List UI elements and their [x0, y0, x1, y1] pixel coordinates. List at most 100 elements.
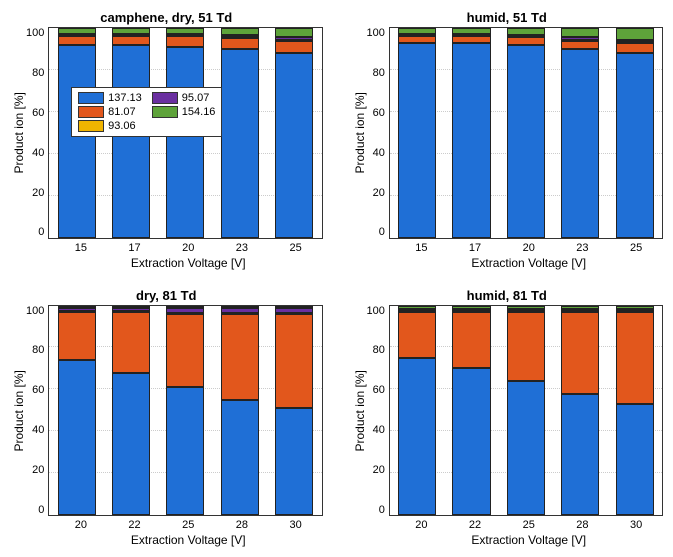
- x-tick: 17: [128, 242, 140, 254]
- bar: [616, 28, 654, 238]
- legend-item: 154.16: [152, 106, 216, 118]
- plot-area: [48, 305, 322, 517]
- y-axis-label: Product ion [%]: [351, 305, 367, 517]
- x-axis-label: Extraction Voltage [V]: [54, 533, 323, 547]
- y-tick: 80: [367, 67, 385, 79]
- bar-segment: [507, 306, 545, 309]
- y-tick: 80: [26, 67, 44, 79]
- bar-segment: [166, 306, 204, 308]
- x-tick: 20: [523, 242, 535, 254]
- bar-segment: [166, 28, 204, 34]
- bar-segment: [58, 45, 96, 238]
- bar-segment: [275, 53, 313, 237]
- x-tick: 28: [236, 519, 248, 531]
- x-ticks: 2022252830: [395, 519, 664, 531]
- bar-segment: [275, 308, 313, 313]
- y-tick: 40: [26, 147, 44, 159]
- x-ticks: 15 17 20 23 25: [395, 242, 664, 254]
- bar-segment: [166, 47, 204, 238]
- bar-segment: [112, 36, 150, 44]
- bar-segment: [112, 28, 150, 34]
- x-tick: 15: [415, 242, 427, 254]
- plot-area: [389, 305, 663, 517]
- bar-segment: [275, 28, 313, 37]
- bar-segment: [221, 308, 259, 313]
- bar-segment: [452, 306, 490, 309]
- bar-segment: [221, 400, 259, 515]
- panel-title: humid, 51 Td: [351, 10, 664, 25]
- x-tick: 25: [182, 519, 194, 531]
- bar: [616, 306, 654, 516]
- panel-title: humid, 81 Td: [351, 288, 664, 303]
- bar: [561, 306, 599, 516]
- bar-segment: [398, 306, 436, 309]
- bar-segment: [112, 306, 150, 308]
- x-tick: 30: [630, 519, 642, 531]
- bar-segment: [58, 36, 96, 44]
- legend-item: 95.07: [152, 92, 216, 104]
- plot-area: 137.13 95.07 81.07 154.16 93.06: [48, 27, 322, 239]
- y-tick: 20: [26, 187, 44, 199]
- panel-top-right: humid, 51 TdProduct ion [%]1008060402001…: [351, 10, 664, 270]
- bar-segment: [452, 28, 490, 34]
- y-tick: 80: [26, 344, 44, 356]
- bar: [507, 28, 545, 238]
- legend-label: 95.07: [182, 92, 210, 104]
- bar-segment: [616, 53, 654, 237]
- bar-segment: [112, 312, 150, 373]
- bar-segment: [616, 43, 654, 53]
- bar-segment: [58, 308, 96, 311]
- x-tick: 25: [523, 519, 535, 531]
- bar-segment: [275, 306, 313, 308]
- bar: [221, 306, 259, 516]
- bar-segment: [561, 394, 599, 516]
- bar-segment: [58, 28, 96, 34]
- bar-segment: [112, 308, 150, 311]
- y-tick: 60: [26, 107, 44, 119]
- x-tick: 25: [630, 242, 642, 254]
- bar-segment: [112, 373, 150, 515]
- legend-label: 93.06: [108, 120, 136, 132]
- bar: [58, 306, 96, 516]
- bar-segment: [166, 314, 204, 387]
- chart-grid: camphene, dry, 51 TdProduct ion [%]10080…: [10, 10, 663, 547]
- plot-area: [389, 27, 663, 239]
- legend: 137.13 95.07 81.07 154.16 93.06: [71, 87, 222, 137]
- y-tick: 40: [367, 424, 385, 436]
- x-tick: 20: [75, 519, 87, 531]
- bar-segment: [507, 309, 545, 311]
- y-tick: 100: [26, 27, 44, 39]
- y-tick: 60: [367, 384, 385, 396]
- bar-segment: [452, 368, 490, 515]
- y-tick: 0: [26, 226, 44, 238]
- y-tick: 20: [26, 464, 44, 476]
- y-tick: 60: [367, 107, 385, 119]
- bar: [166, 306, 204, 516]
- legend-label: 137.13: [108, 92, 142, 104]
- y-tick: 100: [367, 305, 385, 317]
- bar-segment: [452, 43, 490, 238]
- legend-swatch: [152, 92, 178, 104]
- bar-segment: [221, 38, 259, 48]
- legend-label: 154.16: [182, 106, 216, 118]
- bar: [221, 28, 259, 238]
- bar: [398, 306, 436, 516]
- y-tick: 0: [367, 226, 385, 238]
- bar-segment: [166, 36, 204, 46]
- x-tick: 28: [576, 519, 588, 531]
- bar: [452, 306, 490, 516]
- bar: [112, 306, 150, 516]
- x-tick: 17: [469, 242, 481, 254]
- bar-segment: [561, 309, 599, 311]
- y-tick: 100: [367, 27, 385, 39]
- bar: [561, 28, 599, 238]
- x-tick: 22: [469, 519, 481, 531]
- bar-segment: [275, 37, 313, 39]
- bar-segment: [616, 40, 654, 42]
- legend-label: 81.07: [108, 106, 136, 118]
- bar-segment: [166, 387, 204, 515]
- y-axis-label: Product ion [%]: [10, 27, 26, 239]
- bar-segment: [398, 358, 436, 515]
- x-tick: 23: [576, 242, 588, 254]
- bar-segment: [616, 309, 654, 311]
